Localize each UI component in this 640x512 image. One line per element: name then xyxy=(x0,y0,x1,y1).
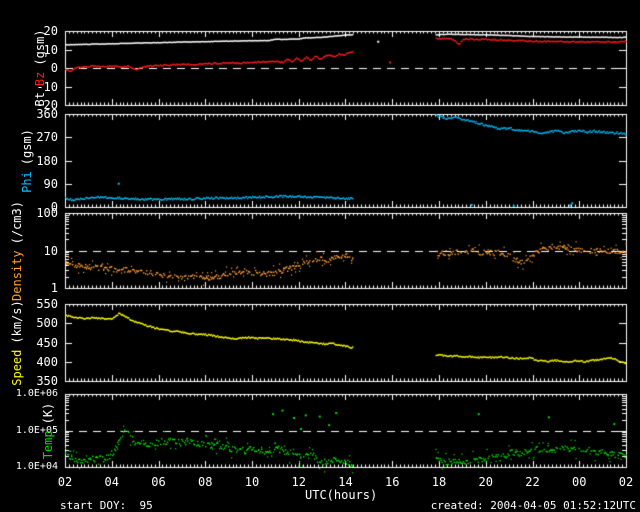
y-tick-label-speed: 550 xyxy=(36,297,58,311)
y-tick-label-speed: 400 xyxy=(36,354,58,369)
y-axis-title-temp: Temp (K) xyxy=(41,399,55,462)
y-tick-label-temp: 1.0E+05 xyxy=(15,424,58,436)
y-axis-title-part: Speed xyxy=(10,349,24,386)
y-tick-label-density: 100 xyxy=(36,206,58,220)
y-tick-label-speed: 500 xyxy=(36,316,58,331)
y-axis-title-mag: Bt Bz (gsm) xyxy=(33,26,47,109)
y-tick-label-mag: -20 xyxy=(36,98,58,112)
y-axis-title-part: Bz xyxy=(33,71,47,87)
x-tick-label: 08 xyxy=(198,475,213,489)
x-tick-label: 22 xyxy=(525,475,540,489)
y-axis-title-part: Density xyxy=(10,249,24,301)
x-tick-label: 06 xyxy=(151,475,166,489)
x-tick-label: 18 xyxy=(431,475,447,489)
y-tick-label-mag: 0 xyxy=(50,61,58,75)
start-doy-label: start DOY: 95 xyxy=(60,499,153,512)
y-axis-title-part: (km/s) xyxy=(10,299,24,344)
y-tick-label-speed: 350 xyxy=(36,374,58,388)
y-axis-title-speed: Speed (km/s) xyxy=(10,297,24,388)
x-tick-label: 10 xyxy=(244,475,260,489)
y-axis-title-part: Bt xyxy=(33,92,47,107)
y-tick-label-temp: 1.0E+04 xyxy=(15,461,58,472)
y-tick-label-phi: 180 xyxy=(36,153,58,168)
y-axis-title-part: Phi xyxy=(20,170,34,193)
x-tick-label: 02 xyxy=(618,475,634,489)
y-tick-label-density: 1 xyxy=(50,281,58,295)
y-tick-label-mag: 10 xyxy=(43,42,58,57)
y-axis-title-phi: Phi (gsm) xyxy=(20,126,34,196)
y-axis-title-part: (gsm) xyxy=(33,29,47,66)
y-axis-title-part: Temp xyxy=(41,429,55,459)
y-axis-title-part: (/cm3) xyxy=(10,200,24,244)
x-tick-label: 14 xyxy=(338,475,353,489)
y-axis-title-density: Density (/cm3) xyxy=(10,198,24,304)
created-timestamp: created: 2004-04-05 01:52:12UTC xyxy=(430,499,636,512)
y-tick-label-phi: 270 xyxy=(36,130,58,145)
x-tick-label: 00 xyxy=(572,475,587,489)
y-axis-title-part: (K) xyxy=(41,402,55,424)
x-axis-title: UTC(hours) xyxy=(305,488,378,502)
x-tick-label: 04 xyxy=(104,475,119,489)
y-tick-label-temp: 1.0E+06 xyxy=(15,388,58,399)
y-tick-label-mag: -10 xyxy=(36,79,58,94)
y-tick-label-density: 10 xyxy=(43,243,58,258)
y-tick-label-phi: 90 xyxy=(43,176,58,191)
y-axis-title-part: (gsm) xyxy=(20,128,34,165)
x-tick-label: 16 xyxy=(385,475,400,489)
x-tick-label: 20 xyxy=(478,475,493,489)
y-tick-label-phi: 0 xyxy=(50,200,58,214)
y-tick-label-speed: 450 xyxy=(36,335,58,350)
y-tick-label-mag: 20 xyxy=(43,24,58,38)
x-tick-label: 02 xyxy=(57,475,73,489)
x-tick-label: 12 xyxy=(291,475,306,489)
y-tick-label-phi: 360 xyxy=(36,107,58,121)
